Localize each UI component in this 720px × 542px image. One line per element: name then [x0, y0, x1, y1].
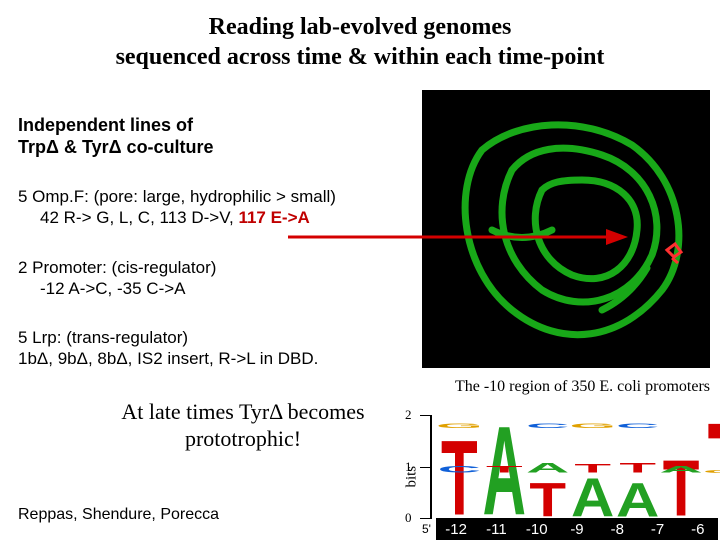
logo-ytick — [420, 415, 432, 416]
logo-column: TA C — [526, 383, 569, 518]
logo-xlabel: -8 — [597, 521, 637, 538]
logo-column: TC G — [436, 383, 483, 518]
logo-glyph-T: T — [574, 464, 611, 473]
logo-ytick-label: 1 — [405, 459, 412, 475]
protein-structure-image — [422, 90, 710, 368]
logo-x-axis: -12-11-10-9-8-7-6 — [436, 518, 718, 540]
ompf-highlight: 117 E->A — [238, 208, 309, 227]
logo-column: AT — [483, 428, 526, 518]
late-times-line-2: prototrophic! — [185, 426, 301, 451]
credit-line: Reppas, Shendure, Porecca — [18, 506, 219, 524]
title-line-1: Reading lab-evolved genomes — [209, 14, 512, 40]
indep-line-2: TrpΔ & TyrΔ co-culture — [18, 137, 214, 157]
logo-xlabel: -9 — [557, 521, 597, 538]
indep-line-1: Independent lines of — [18, 115, 193, 135]
logo-ytick — [420, 518, 432, 519]
logo-column: TA — [659, 428, 702, 518]
protein-ribbon-svg — [422, 90, 710, 368]
ompf-block: 5 Omp.F: (pore: large, hydrophilic > sma… — [18, 186, 438, 229]
title-line-2: sequenced across time & within each time… — [116, 44, 605, 70]
sequence-logo: bits 5' TCGATTACATGATCTATG -12-11-10-9-8… — [400, 410, 720, 540]
logo-ytick-label: 0 — [405, 510, 412, 526]
ompf-head: 5 Omp.F: (pore: large, hydrophilic > sma… — [18, 187, 336, 206]
logo-glyph-A: A — [616, 482, 659, 518]
logo-glyph-T: T — [529, 482, 566, 518]
logo-ytick-label: 2 — [405, 407, 412, 423]
slide-title: Reading lab-evolved genomes sequenced ac… — [0, 0, 720, 72]
logo-ytick — [420, 467, 432, 468]
logo-glyph-C: C — [438, 466, 481, 473]
logo-column: TG — [703, 428, 720, 518]
logo-xlabel: -11 — [476, 521, 516, 538]
logo-glyph-G: G — [703, 470, 720, 473]
logo-xlabel: -6 — [678, 521, 718, 538]
five-prime-label: 5' — [422, 522, 431, 536]
logo-column: AT G — [569, 383, 616, 518]
promoter-head: 2 Promoter: (cis-regulator) — [18, 258, 216, 277]
lrp-block: 5 Lrp: (trans-regulator) 1bΔ, 9bΔ, 8bΔ, … — [18, 327, 438, 370]
logo-glyph-G: G — [436, 423, 483, 428]
logo-xlabel: -7 — [637, 521, 677, 538]
logo-glyph-A: A — [659, 466, 702, 473]
logo-xlabel: -10 — [517, 521, 557, 538]
logo-letter-columns: TCGATTACATGATCTATG — [436, 415, 718, 518]
logo-glyph-G: G — [569, 423, 616, 428]
logo-glyph-C: C — [616, 423, 659, 428]
logo-glyph-T: T — [619, 463, 656, 473]
late-times-note: At late times TyrΔ becomes prototrophic! — [48, 398, 438, 453]
independent-lines-heading: Independent lines of TrpΔ & TyrΔ co-cult… — [18, 115, 438, 158]
promoter-block: 2 Promoter: (cis-regulator) -12 A->C, -3… — [18, 257, 438, 300]
left-column: Independent lines of TrpΔ & TyrΔ co-cult… — [18, 115, 438, 453]
logo-glyph-T: T — [486, 466, 523, 473]
logo-glyph-A: A — [571, 477, 614, 518]
late-times-line-1: At late times TyrΔ becomes — [121, 399, 364, 424]
promoter-body: -12 A->C, -35 C->A — [18, 278, 438, 299]
logo-column: AT C — [616, 383, 659, 518]
logo-xlabel: -12 — [436, 521, 476, 538]
logo-glyph-T: T — [441, 438, 478, 518]
ompf-body-pre: 42 R-> G, L, C, 113 D->V, — [40, 208, 238, 227]
lrp-body: 1bΔ, 9bΔ, 8bΔ, IS2 insert, R->L in DBD. — [18, 349, 318, 368]
lrp-head: 5 Lrp: (trans-regulator) — [18, 328, 188, 347]
logo-glyph-A: A — [526, 463, 569, 473]
logo-glyph-C: C — [526, 423, 569, 428]
